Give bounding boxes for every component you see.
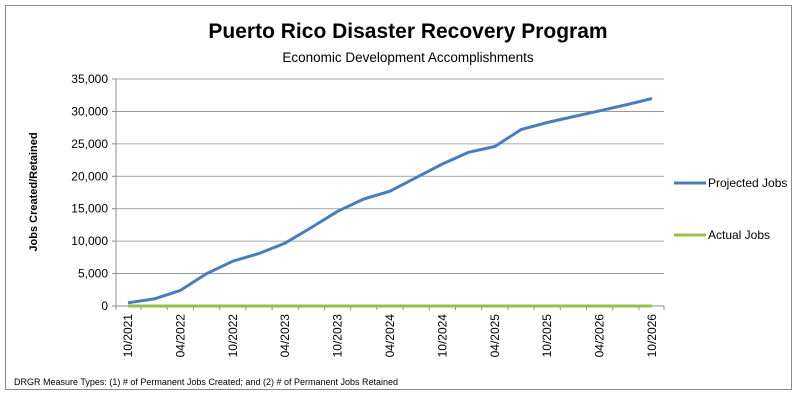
legend-label-projected-jobs: Projected Jobs — [708, 176, 787, 190]
x-tick-label: 10/2022 — [226, 314, 240, 358]
chart-frame — [5, 5, 792, 390]
series-line-projected-jobs — [127, 97, 653, 305]
chart-title: Puerto Rico Disaster Recovery Program — [208, 20, 607, 43]
x-tick-label: 04/2026 — [593, 314, 607, 358]
y-tick-label: 30,000 — [71, 104, 108, 118]
y-tick-label: 20,000 — [71, 169, 108, 183]
x-tick-label: 10/2023 — [331, 314, 345, 358]
y-tick-label: 5,000 — [78, 267, 108, 281]
footnote: DRGR Measure Types: (1) # of Permanent J… — [14, 377, 398, 387]
y-tick-label: 10,000 — [71, 234, 108, 248]
x-tick-label: 10/2026 — [645, 314, 659, 358]
chart-subtitle: Economic Development Accomplishments — [282, 50, 534, 65]
x-tick-label: 10/2024 — [435, 314, 449, 358]
x-tick-label: 10/2021 — [121, 314, 135, 358]
y-tick-label: 0 — [101, 299, 108, 313]
y-axis-label: Jobs Created/Retained — [28, 132, 40, 251]
x-tick-label: 04/2024 — [383, 314, 397, 358]
x-tick-label: 04/2022 — [173, 314, 187, 358]
y-tick-label: 15,000 — [71, 202, 108, 216]
legend-label-actual-jobs: Actual Jobs — [708, 228, 770, 242]
y-tick-label: 25,000 — [71, 137, 108, 151]
y-tick-label: 35,000 — [71, 72, 108, 86]
x-tick-label: 10/2025 — [540, 314, 554, 358]
x-tick-label: 04/2023 — [278, 314, 292, 358]
x-tick-label: 04/2025 — [488, 314, 502, 358]
